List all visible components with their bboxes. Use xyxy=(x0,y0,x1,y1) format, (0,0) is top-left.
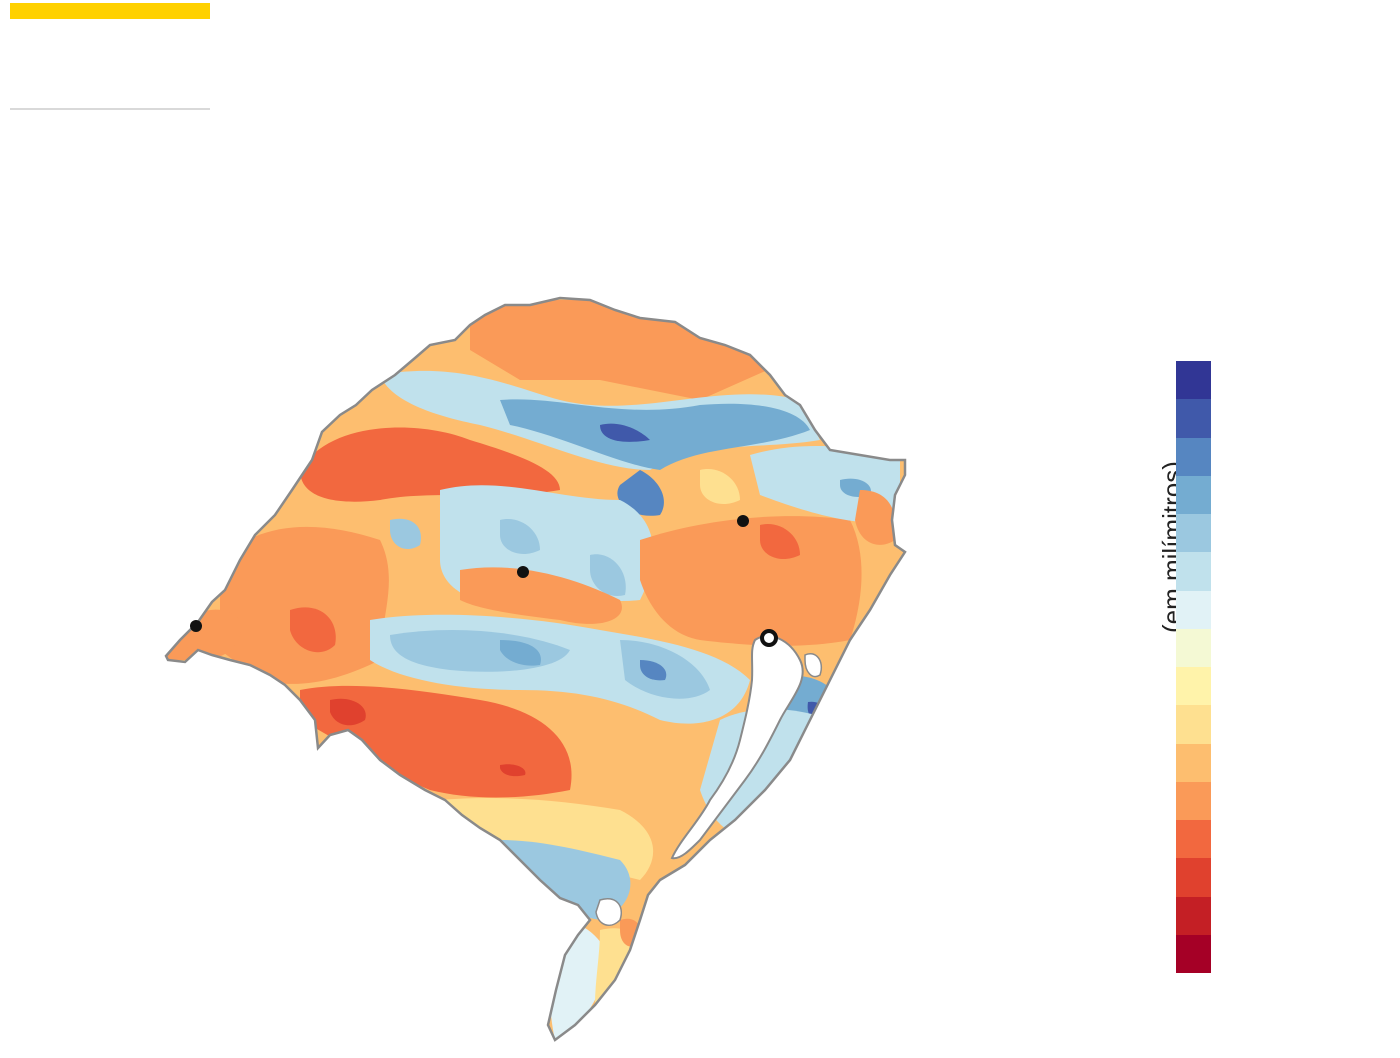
accent-bar xyxy=(10,3,210,19)
header-divider xyxy=(10,108,210,110)
color-legend: (em milímitros) xyxy=(1130,355,1230,985)
city-marker-northeast[interactable] xyxy=(737,515,749,527)
legend-swatch xyxy=(1176,475,1211,514)
legend-swatch xyxy=(1176,934,1211,973)
legend-swatch xyxy=(1176,667,1211,706)
legend-swatch xyxy=(1176,743,1211,782)
legend-color-scale xyxy=(1176,361,1211,973)
city-marker-capital[interactable] xyxy=(760,629,778,647)
legend-swatch xyxy=(1176,514,1211,553)
legend-swatch xyxy=(1176,590,1211,629)
legend-swatch xyxy=(1176,858,1211,897)
legend-swatch xyxy=(1176,437,1211,476)
legend-swatch xyxy=(1176,399,1211,438)
legend-swatch xyxy=(1176,896,1211,935)
legend-swatch xyxy=(1176,781,1211,820)
legend-swatch xyxy=(1176,361,1211,400)
legend-swatch xyxy=(1176,552,1211,591)
city-marker-west[interactable] xyxy=(190,620,202,632)
city-marker-central[interactable] xyxy=(517,566,529,578)
legend-swatch xyxy=(1176,705,1211,744)
choropleth-fill xyxy=(166,298,905,1040)
lagoon-south xyxy=(595,898,622,927)
legend-swatch xyxy=(1176,628,1211,667)
lagoon-inlet xyxy=(804,653,822,678)
lagoon xyxy=(670,635,804,860)
legend-swatch xyxy=(1176,820,1211,859)
